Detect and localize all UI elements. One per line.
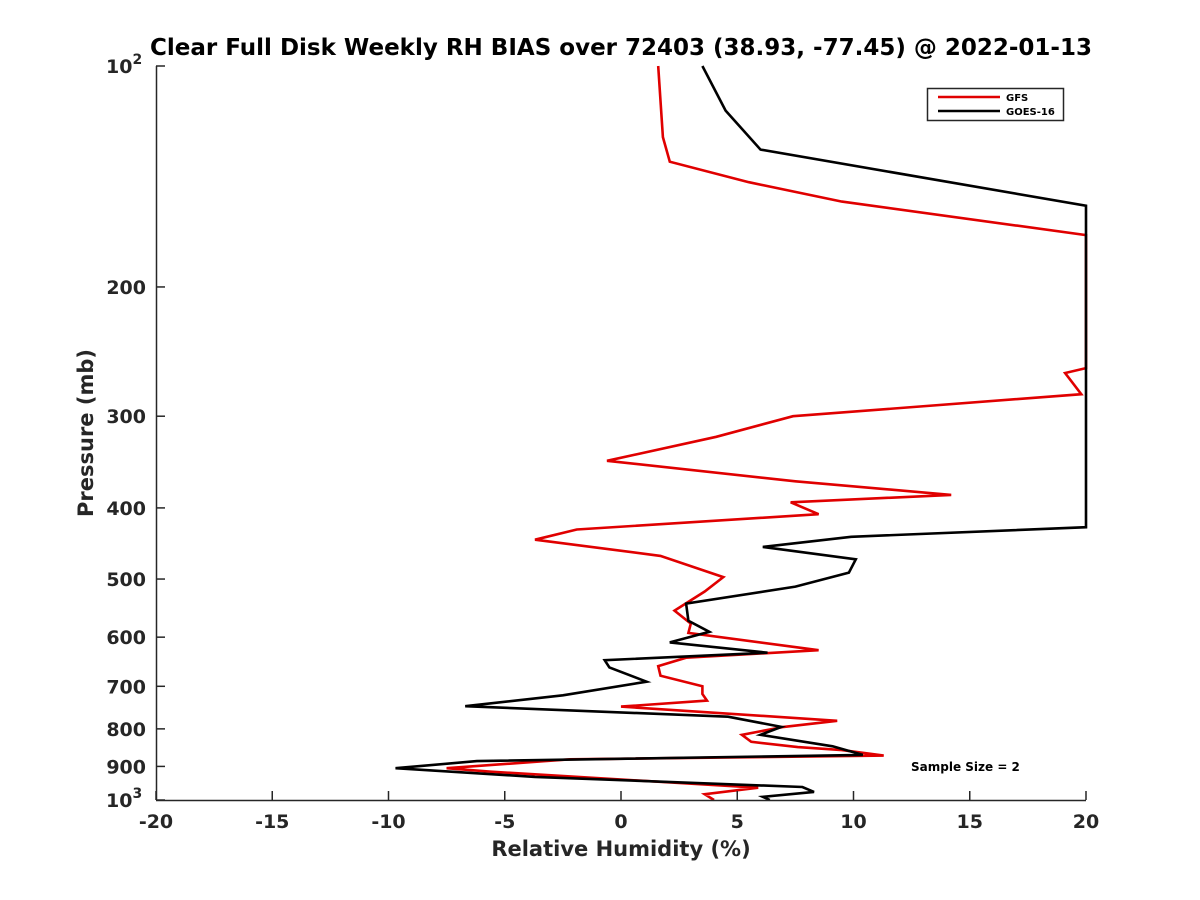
y-tick-label: 102 (106, 52, 142, 78)
legend: GFS GOES-16 (926, 87, 1065, 122)
series-line-gfs (446, 65, 1088, 802)
chart-title: Clear Full Disk Weekly RH BIAS over 7240… (150, 35, 1092, 61)
series-layer (395, 65, 1088, 802)
x-ticks: -20 -15 -10 -5 0 5 10 15 20 (139, 791, 1099, 833)
y-tick-label: 500 (106, 569, 146, 591)
x-tick-label: -5 (494, 811, 515, 833)
legend-label-gfs: GFS (1006, 93, 1028, 104)
x-tick-label: -20 (139, 811, 173, 833)
y-tick-label: 600 (106, 627, 146, 649)
y-tick-label: 103 (106, 786, 142, 812)
y-tick-label: 400 (106, 498, 146, 520)
x-tick-label: 15 (957, 811, 983, 833)
y-tick-label: 900 (106, 756, 146, 778)
x-tick-label: 5 (731, 811, 744, 833)
y-tick-label: 300 (106, 406, 146, 428)
y-tick-label: 700 (106, 676, 146, 698)
y-ticks: 102 200 300 400 500 600 700 800 900 103 (106, 52, 165, 812)
x-tick-label: -15 (255, 811, 289, 833)
series-line-goes-16 (395, 65, 1088, 802)
y-axis-label: Pressure (mb) (74, 349, 98, 517)
sample-size-annotation: Sample Size = 2 (911, 760, 1020, 774)
legend-label-goes-16: GOES-16 (1006, 107, 1055, 118)
y-tick-label: 800 (106, 719, 146, 741)
y-tick-label: 200 (106, 277, 146, 299)
x-tick-label: 0 (614, 811, 627, 833)
x-axis-label: Relative Humidity (%) (491, 837, 750, 861)
x-tick-label: -10 (371, 811, 405, 833)
legend-box (926, 87, 1065, 122)
x-tick-label: 20 (1073, 811, 1099, 833)
x-tick-label: 10 (840, 811, 866, 833)
